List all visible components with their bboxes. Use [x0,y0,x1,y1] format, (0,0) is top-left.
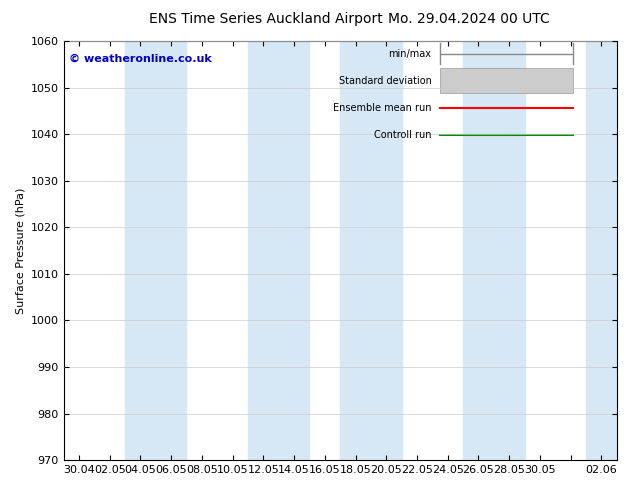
Bar [586,41,617,460]
Bar [494,41,524,460]
Text: Ensemble mean run: Ensemble mean run [333,103,432,113]
Text: Controll run: Controll run [374,130,432,140]
Bar [371,41,401,460]
Text: Mo. 29.04.2024 00 UTC: Mo. 29.04.2024 00 UTC [388,12,550,26]
Bar [248,41,279,460]
Bar [440,68,573,94]
Text: min/max: min/max [389,49,432,59]
Y-axis label: Surface Pressure (hPa): Surface Pressure (hPa) [15,187,25,314]
Text: © weatheronline.co.uk: © weatheronline.co.uk [69,53,212,64]
Bar [340,41,371,460]
Bar [125,41,156,460]
Text: Standard deviation: Standard deviation [339,76,432,86]
Bar [279,41,309,460]
Bar [463,41,494,460]
Text: ENS Time Series Auckland Airport: ENS Time Series Auckland Airport [150,12,383,26]
Bar [156,41,186,460]
